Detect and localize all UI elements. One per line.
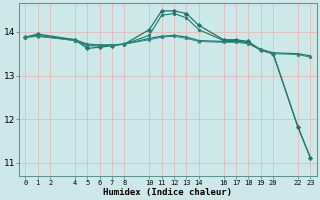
X-axis label: Humidex (Indice chaleur): Humidex (Indice chaleur) <box>103 188 232 197</box>
